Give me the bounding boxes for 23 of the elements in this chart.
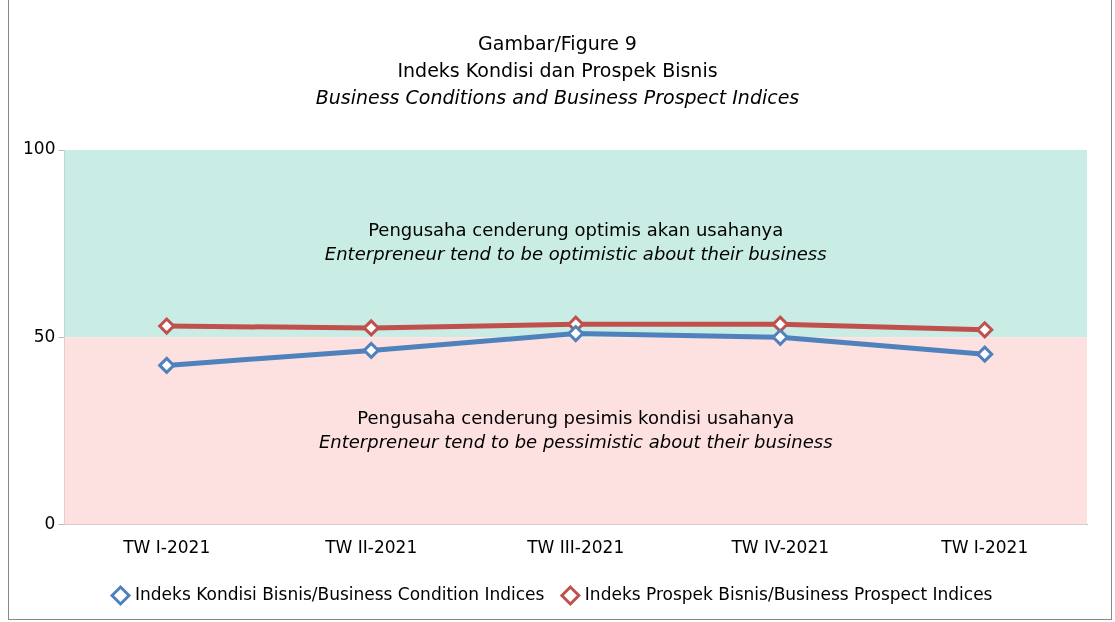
x-tick-label: TW II-2021 [324,537,418,558]
y-tick-label: 100 [22,138,56,159]
point [158,356,176,374]
x-tick-label: TW I-2021 [122,537,211,558]
point [567,325,585,343]
point [976,345,994,363]
y-tick-label: 50 [33,325,56,346]
point [771,328,789,346]
point [158,317,176,335]
point [362,319,380,337]
x-tick-label: TW III-2021 [526,537,625,558]
legend-label: Indeks Prospek Bisnis/Business Prospect Indices [584,583,993,604]
y-tick-label: 0 [44,513,56,534]
band-label: Pengusaha cenderung optimis akan usahanya Enterpreneur tend to be optimistic about their business [324,219,827,265]
chart-title: Gambar/Figure 9 Indeks Kondisi dan Prospek Bisnis [396,31,719,83]
chart-subtitle: Business Conditions and Business Prospect Indices [314,85,801,110]
legend-label: Indeks Kondisi Bisnis/Business Condition Indices [135,583,545,604]
point [976,321,994,339]
band-label: Pengusaha cenderung pesimis kondisi usahanya Enterpreneur tend to be pessimistic about their business [318,406,833,452]
point [771,315,789,333]
x-tick-label: TW IV-2021 [730,537,830,558]
x-tick-label: TW I-2021 [940,537,1029,558]
point [362,341,380,359]
